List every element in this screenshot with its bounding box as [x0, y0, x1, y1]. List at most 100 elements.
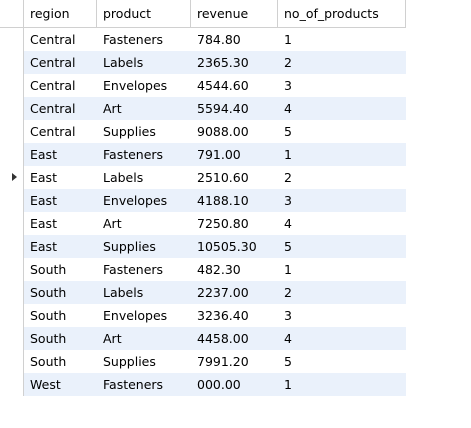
cell-region[interactable]: South: [24, 258, 97, 281]
column-header-product[interactable]: product: [97, 0, 191, 28]
cell-region[interactable]: West: [24, 373, 97, 396]
cell-no-of-products[interactable]: 2: [278, 166, 406, 189]
cell-revenue[interactable]: 10505.30: [191, 235, 278, 258]
table-row[interactable]: South Supplies 7991.20 5: [0, 350, 471, 373]
cell-no-of-products[interactable]: 3: [278, 189, 406, 212]
cell-product[interactable]: Supplies: [97, 235, 191, 258]
cell-region[interactable]: Central: [24, 28, 97, 51]
table-row[interactable]: East Supplies 10505.30 5: [0, 235, 471, 258]
cell-revenue[interactable]: 3236.40: [191, 304, 278, 327]
cell-product[interactable]: Art: [97, 97, 191, 120]
cell-no-of-products[interactable]: 3: [278, 74, 406, 97]
column-header-region[interactable]: region: [24, 0, 97, 28]
cell-region[interactable]: South: [24, 281, 97, 304]
cell-no-of-products[interactable]: 1: [278, 143, 406, 166]
cell-product[interactable]: Envelopes: [97, 74, 191, 97]
column-header-no-of-products[interactable]: no_of_products: [278, 0, 406, 28]
cell-region[interactable]: East: [24, 166, 97, 189]
row-header[interactable]: [0, 51, 24, 74]
table-row[interactable]: South Labels 2237.00 2: [0, 281, 471, 304]
cell-revenue[interactable]: 7250.80: [191, 212, 278, 235]
cell-revenue[interactable]: 2365.30: [191, 51, 278, 74]
cell-region[interactable]: Central: [24, 51, 97, 74]
row-header[interactable]: [0, 373, 24, 396]
table-row[interactable]: South Art 4458.00 4: [0, 327, 471, 350]
cell-product[interactable]: Fasteners: [97, 373, 191, 396]
cell-no-of-products[interactable]: 5: [278, 350, 406, 373]
row-header[interactable]: [0, 350, 24, 373]
cell-revenue[interactable]: 2510.60: [191, 166, 278, 189]
cell-revenue[interactable]: 7991.20: [191, 350, 278, 373]
cell-no-of-products[interactable]: 5: [278, 120, 406, 143]
cell-region[interactable]: East: [24, 143, 97, 166]
cell-product[interactable]: Supplies: [97, 350, 191, 373]
row-header-corner[interactable]: [0, 0, 24, 28]
cell-product[interactable]: Art: [97, 327, 191, 350]
cell-product[interactable]: Fasteners: [97, 143, 191, 166]
cell-region[interactable]: Central: [24, 97, 97, 120]
row-header[interactable]: [0, 281, 24, 304]
table-row[interactable]: East Labels 2510.60 2: [0, 166, 471, 189]
column-header-revenue[interactable]: revenue: [191, 0, 278, 28]
cell-product[interactable]: Labels: [97, 51, 191, 74]
cell-product[interactable]: Supplies: [97, 120, 191, 143]
cell-product[interactable]: Fasteners: [97, 28, 191, 51]
cell-region[interactable]: South: [24, 327, 97, 350]
row-header[interactable]: [0, 189, 24, 212]
cell-no-of-products[interactable]: 4: [278, 212, 406, 235]
cell-region[interactable]: Central: [24, 74, 97, 97]
cell-revenue[interactable]: 9088.00: [191, 120, 278, 143]
table-row[interactable]: Central Art 5594.40 4: [0, 97, 471, 120]
cell-revenue[interactable]: 000.00: [191, 373, 278, 396]
row-header[interactable]: [0, 258, 24, 281]
cell-revenue[interactable]: 4458.00: [191, 327, 278, 350]
cell-revenue[interactable]: 5594.40: [191, 97, 278, 120]
row-header[interactable]: [0, 28, 24, 51]
row-header[interactable]: [0, 235, 24, 258]
cell-region[interactable]: East: [24, 235, 97, 258]
row-header[interactable]: [0, 212, 24, 235]
cell-revenue[interactable]: 4188.10: [191, 189, 278, 212]
cell-region[interactable]: East: [24, 212, 97, 235]
cell-revenue[interactable]: 784.80: [191, 28, 278, 51]
cell-revenue[interactable]: 4544.60: [191, 74, 278, 97]
cell-product[interactable]: Envelopes: [97, 189, 191, 212]
row-header[interactable]: [0, 74, 24, 97]
cell-no-of-products[interactable]: 4: [278, 327, 406, 350]
row-header[interactable]: [0, 327, 24, 350]
cell-region[interactable]: East: [24, 189, 97, 212]
row-header[interactable]: [0, 304, 24, 327]
table-row[interactable]: South Fasteners 482.30 1: [0, 258, 471, 281]
table-row[interactable]: Central Fasteners 784.80 1: [0, 28, 471, 51]
row-header[interactable]: [0, 120, 24, 143]
table-row[interactable]: South Envelopes 3236.40 3: [0, 304, 471, 327]
row-header[interactable]: [0, 97, 24, 120]
table-row[interactable]: East Art 7250.80 4: [0, 212, 471, 235]
cell-product[interactable]: Art: [97, 212, 191, 235]
cell-no-of-products[interactable]: 1: [278, 28, 406, 51]
cell-no-of-products[interactable]: 2: [278, 281, 406, 304]
cell-no-of-products[interactable]: 4: [278, 97, 406, 120]
table-row[interactable]: Central Envelopes 4544.60 3: [0, 74, 471, 97]
cell-no-of-products[interactable]: 1: [278, 258, 406, 281]
cell-region[interactable]: Central: [24, 120, 97, 143]
table-row[interactable]: Central Supplies 9088.00 5: [0, 120, 471, 143]
cell-product[interactable]: Labels: [97, 166, 191, 189]
current-row-indicator[interactable]: [0, 166, 24, 189]
cell-revenue[interactable]: 482.30: [191, 258, 278, 281]
table-row[interactable]: East Fasteners 791.00 1: [0, 143, 471, 166]
cell-no-of-products[interactable]: 3: [278, 304, 406, 327]
cell-product[interactable]: Labels: [97, 281, 191, 304]
cell-revenue[interactable]: 2237.00: [191, 281, 278, 304]
cell-no-of-products[interactable]: 1: [278, 373, 406, 396]
table-row[interactable]: West Fasteners 000.00 1: [0, 373, 471, 396]
table-row[interactable]: East Envelopes 4188.10 3: [0, 189, 471, 212]
row-header[interactable]: [0, 143, 24, 166]
cell-region[interactable]: South: [24, 304, 97, 327]
cell-product[interactable]: Fasteners: [97, 258, 191, 281]
table-row[interactable]: Central Labels 2365.30 2: [0, 51, 471, 74]
cell-no-of-products[interactable]: 5: [278, 235, 406, 258]
cell-product[interactable]: Envelopes: [97, 304, 191, 327]
cell-region[interactable]: South: [24, 350, 97, 373]
cell-no-of-products[interactable]: 2: [278, 51, 406, 74]
